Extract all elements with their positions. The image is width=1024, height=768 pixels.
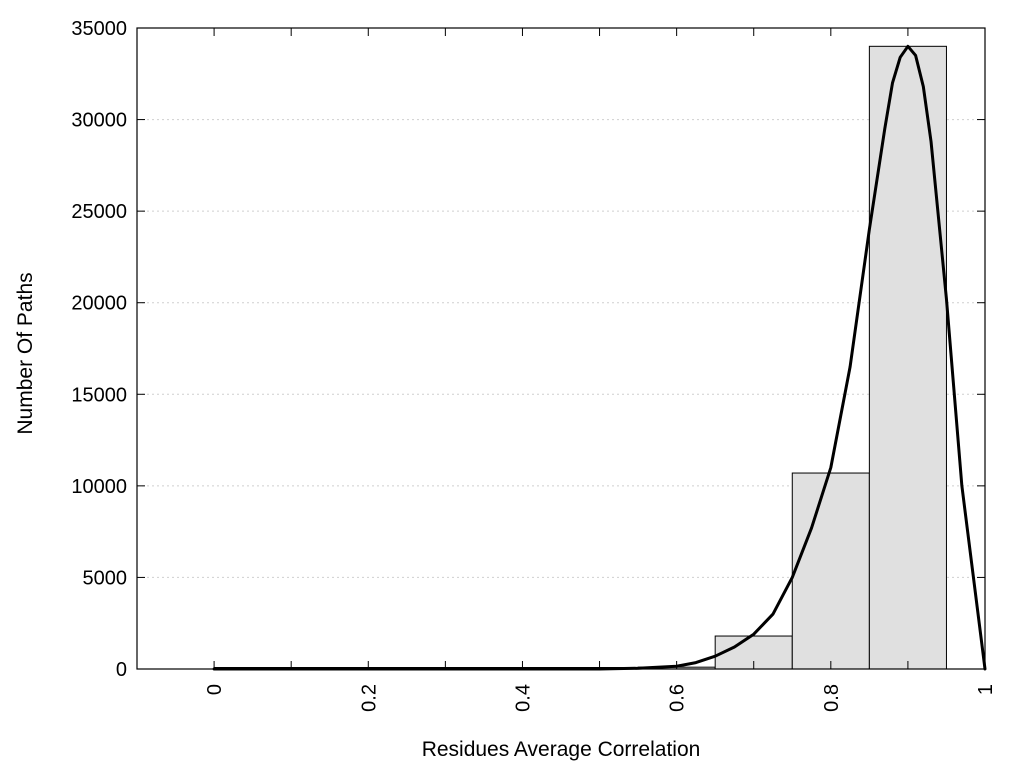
y-tick-label: 35000 bbox=[71, 18, 127, 40]
y-tick-label: 0 bbox=[116, 659, 127, 681]
histogram-bar bbox=[868, 45, 947, 670]
y-tick-label: 5000 bbox=[83, 567, 128, 589]
x-tick-label: 1 bbox=[975, 684, 997, 695]
y-tick-label: 20000 bbox=[71, 293, 127, 315]
y-tick-label: 15000 bbox=[71, 384, 127, 406]
plot-frame bbox=[136, 27, 986, 670]
y-axis-ticks: 0 5000 10000 15000 20000 25000 30000 35000 bbox=[71, 18, 985, 681]
x-tick-label: 0.2 bbox=[358, 684, 380, 712]
x-tick-label: 0 bbox=[204, 684, 226, 695]
x-tick-label: 0.8 bbox=[821, 684, 843, 712]
x-axis-ticks: 0 0.2 0.4 0.6 0.8 1 bbox=[204, 28, 997, 712]
histogram-bar bbox=[791, 472, 870, 670]
y-tick-label: 10000 bbox=[71, 476, 127, 498]
x-tick-label: 0.6 bbox=[667, 684, 689, 712]
y-axis-label: Number Of Paths bbox=[14, 272, 37, 434]
x-axis-label: Residues Average Correlation bbox=[422, 738, 701, 761]
y-tick-label: 25000 bbox=[71, 201, 127, 223]
y-tick-label: 30000 bbox=[71, 110, 127, 132]
x-tick-label: 0.4 bbox=[512, 684, 534, 712]
